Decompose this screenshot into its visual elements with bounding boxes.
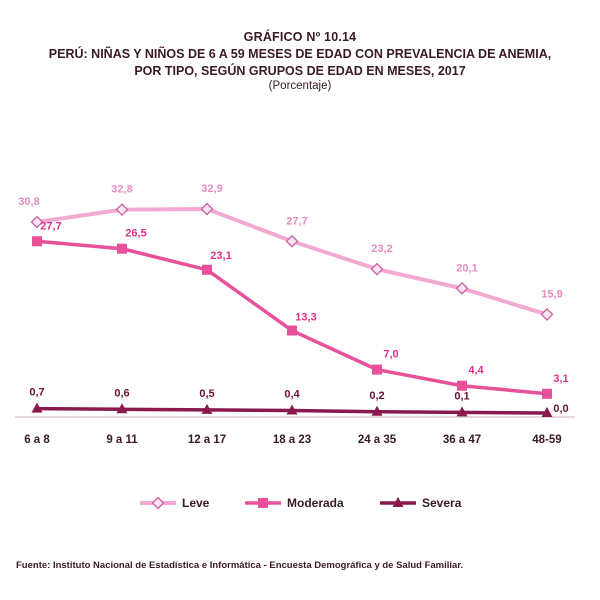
data-label-leve: 20,1 bbox=[456, 262, 477, 274]
legend-label-leve: Leve bbox=[182, 496, 210, 510]
data-point-severa bbox=[201, 403, 213, 414]
data-label-severa: 0,2 bbox=[369, 390, 384, 402]
data-label-moderada: 13,3 bbox=[295, 312, 316, 324]
data-point-moderada bbox=[457, 380, 467, 391]
data-label-leve: 23,2 bbox=[371, 243, 392, 255]
data-label-leve: 30,8 bbox=[18, 196, 39, 208]
data-point-leve bbox=[115, 203, 129, 217]
data-label-leve: 15,9 bbox=[541, 288, 562, 300]
data-point-moderada bbox=[542, 388, 552, 399]
chart-title-line-1: PERÚ: NIÑAS Y NIÑOS DE 6 A 59 MESES DE E… bbox=[48, 47, 552, 61]
data-label-severa: 0,0 bbox=[553, 403, 568, 415]
x-tick-label: 6 a 8 bbox=[24, 434, 50, 446]
data-point-moderada bbox=[287, 325, 297, 336]
data-label-moderada: 7,0 bbox=[383, 349, 398, 361]
source-note: Fuente: Instituto Nacional de Estadístic… bbox=[16, 560, 464, 571]
data-label-leve: 32,9 bbox=[201, 183, 222, 195]
x-tick-label: 24 a 35 bbox=[358, 434, 397, 446]
chart-subtitle: (Porcentaje) bbox=[268, 80, 332, 92]
data-point-leve bbox=[540, 308, 554, 321]
data-point-severa bbox=[371, 405, 383, 416]
data-point-leve bbox=[370, 262, 384, 276]
data-point-moderada bbox=[117, 243, 127, 254]
data-point-severa bbox=[116, 403, 128, 414]
legend-label-moderada: Moderada bbox=[287, 496, 344, 510]
data-label-severa: 0,4 bbox=[284, 389, 300, 401]
data-label-moderada: 23,1 bbox=[210, 250, 231, 262]
legend-marker-severa bbox=[392, 497, 404, 507]
data-label-leve: 27,7 bbox=[286, 215, 307, 227]
data-point-moderada bbox=[372, 364, 382, 375]
data-point-severa bbox=[541, 407, 553, 417]
data-label-leve: 32,8 bbox=[111, 184, 132, 196]
data-label-moderada: 26,5 bbox=[125, 228, 146, 240]
chart-number-title: GRÁFICO Nº 10.14 bbox=[243, 30, 357, 44]
legend-marker-leve bbox=[151, 496, 165, 510]
data-point-leve bbox=[200, 202, 214, 216]
legend-marker-moderada bbox=[258, 498, 268, 508]
data-point-severa bbox=[286, 404, 298, 415]
chart-title-block: GRÁFICO Nº 10.14 PERÚ: NIÑAS Y NIÑOS DE … bbox=[0, 30, 600, 92]
x-tick-label: 18 a 23 bbox=[273, 434, 311, 446]
data-point-moderada bbox=[202, 264, 212, 275]
data-point-leve bbox=[285, 234, 299, 248]
data-label-severa: 0,7 bbox=[29, 387, 44, 399]
legend-label-severa: Severa bbox=[422, 496, 462, 510]
data-label-moderada: 27,7 bbox=[40, 220, 61, 232]
data-point-severa bbox=[456, 406, 468, 417]
data-point-leve bbox=[30, 215, 44, 229]
data-label-severa: 0,1 bbox=[454, 390, 469, 402]
x-tick-label: 48-59 bbox=[532, 434, 561, 446]
x-tick-label: 12 a 17 bbox=[188, 434, 226, 446]
data-point-leve bbox=[455, 281, 469, 295]
data-point-moderada bbox=[32, 236, 42, 247]
data-label-severa: 0,6 bbox=[114, 387, 129, 399]
x-tick-label: 36 a 47 bbox=[443, 434, 481, 446]
data-label-moderada: 3,1 bbox=[553, 373, 568, 385]
chart-title-line-2: POR TIPO, SEGÚN GRUPOS DE EDAD EN MESES,… bbox=[134, 64, 466, 78]
data-label-moderada: 4,4 bbox=[468, 365, 484, 377]
data-point-severa bbox=[31, 402, 43, 413]
x-tick-label: 9 a 11 bbox=[106, 434, 138, 446]
data-label-severa: 0,5 bbox=[199, 388, 214, 400]
